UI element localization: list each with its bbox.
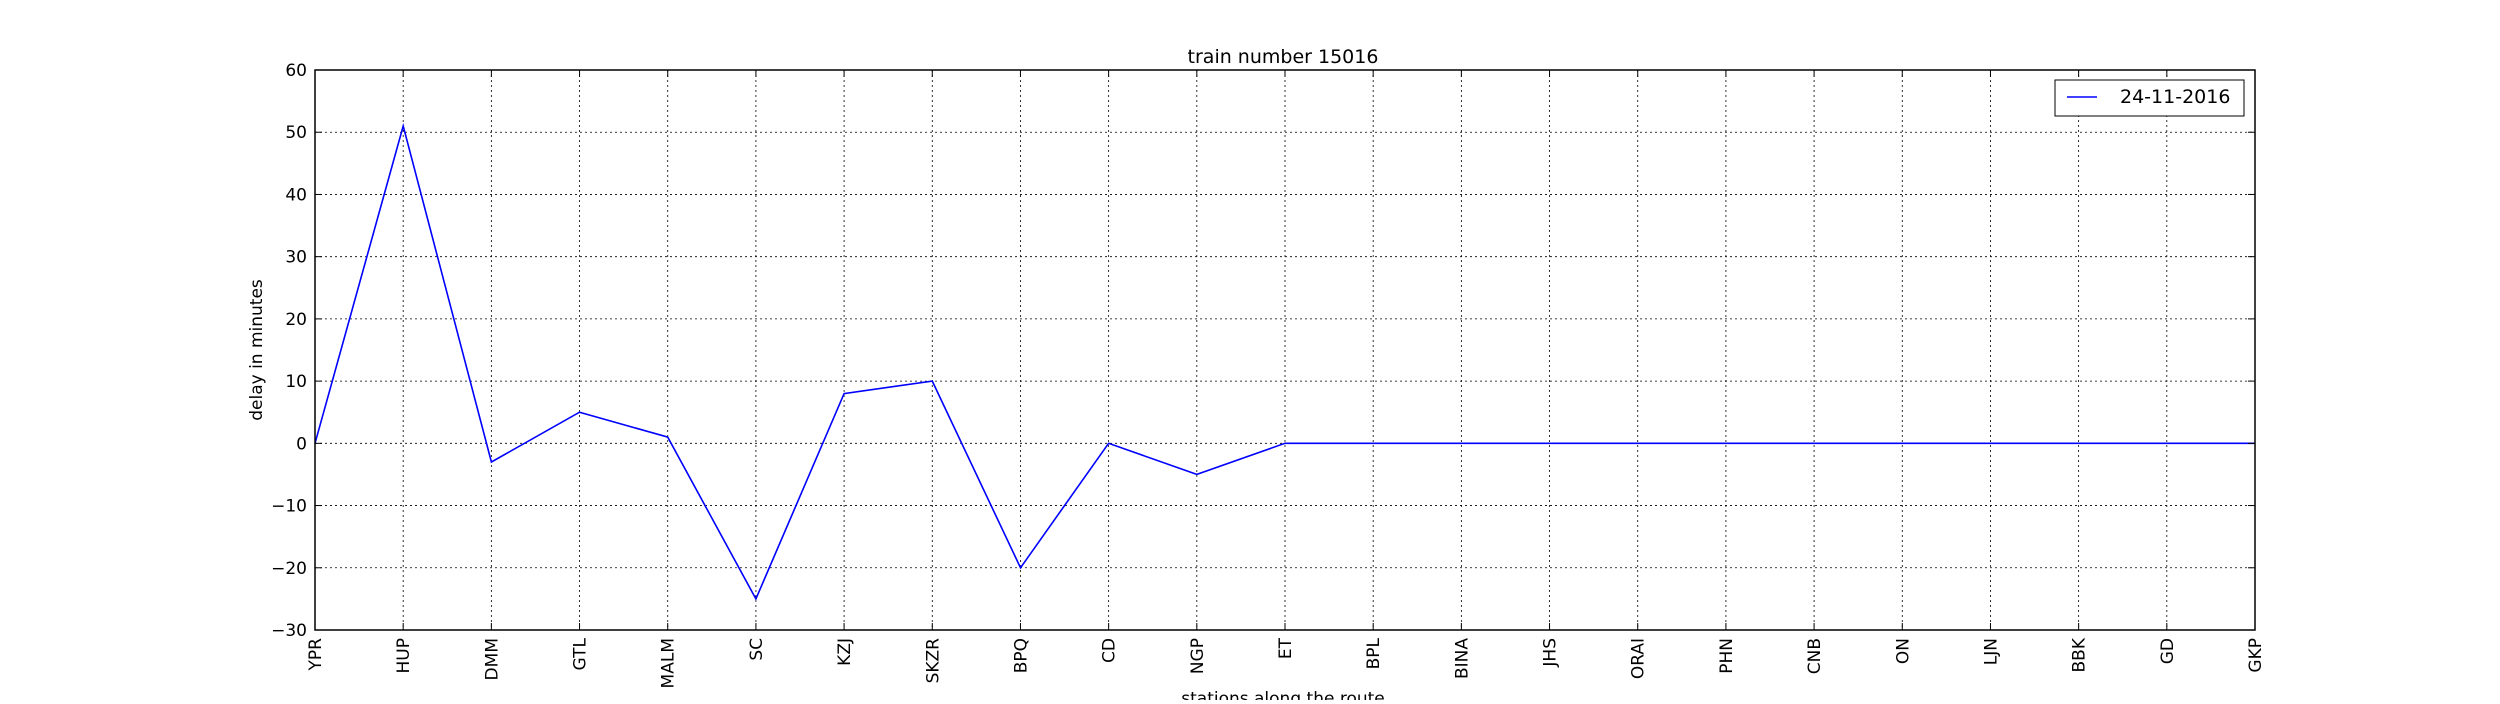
x-tick-label: ORAI <box>1629 638 1649 679</box>
x-tick-label: BPL <box>1364 637 1384 669</box>
y-tick-label: −30 <box>271 621 307 641</box>
legend: 24-11-2016 <box>2054 79 2245 117</box>
x-tick-label: ON <box>1893 638 1913 664</box>
grid-lines <box>315 70 2255 630</box>
legend-label: 24-11-2016 <box>2120 86 2230 108</box>
y-axis-ticks: −30 −20 −10 0 10 20 30 40 50 60 <box>271 61 2255 641</box>
x-tick-label: SC <box>747 638 767 661</box>
y-tick-label: −20 <box>271 559 307 579</box>
x-tick-label: HUP <box>394 638 414 673</box>
series-line <box>314 122 2255 601</box>
x-tick-label: KZJ <box>835 638 855 666</box>
y-axis-label: delay in minutes <box>247 279 267 421</box>
x-tick-label: GKP <box>2246 638 2266 673</box>
y-tick-label: 20 <box>285 310 307 330</box>
x-tick-label: SKZR <box>923 638 943 684</box>
x-tick-label: PHN <box>1717 638 1737 674</box>
x-axis-ticks: YPR HUP DMM GTL MALM SC KZJ SKZR BPQ CD NGP ET BPL BI… <box>306 70 2266 688</box>
x-tick-label: LJN <box>1981 638 2001 665</box>
x-tick-label: JHS <box>1541 638 1561 668</box>
y-tick-label: 30 <box>285 248 307 268</box>
x-tick-label: NGP <box>1188 638 1208 674</box>
x-tick-label: CNB <box>1805 638 1825 674</box>
x-tick-label: YPR <box>306 638 326 672</box>
x-tick-label: BINA <box>1452 638 1472 679</box>
x-tick-label: DMM <box>482 638 502 680</box>
chart-title: train number 15016 <box>1188 46 1379 68</box>
x-tick-label: BBK <box>2070 637 2090 672</box>
y-tick-label: −10 <box>271 497 307 517</box>
x-tick-label: ET <box>1276 637 1296 659</box>
y-tick-label: 0 <box>296 434 307 454</box>
x-tick-label: GD <box>2158 638 2178 664</box>
legend-box <box>2054 79 2245 117</box>
y-tick-label: 50 <box>285 123 307 143</box>
x-tick-label: BPQ <box>1011 638 1031 673</box>
x-tick-label: MALM <box>659 638 679 688</box>
y-tick-label: 60 <box>285 61 307 81</box>
x-tick-label: CD <box>1100 638 1120 663</box>
x-tick-label: GTL <box>571 637 591 670</box>
x-axis-label: stations along the route <box>1181 689 1385 700</box>
series-layer <box>314 122 2255 601</box>
y-tick-label: 10 <box>285 372 307 392</box>
y-tick-label: 40 <box>285 185 307 205</box>
